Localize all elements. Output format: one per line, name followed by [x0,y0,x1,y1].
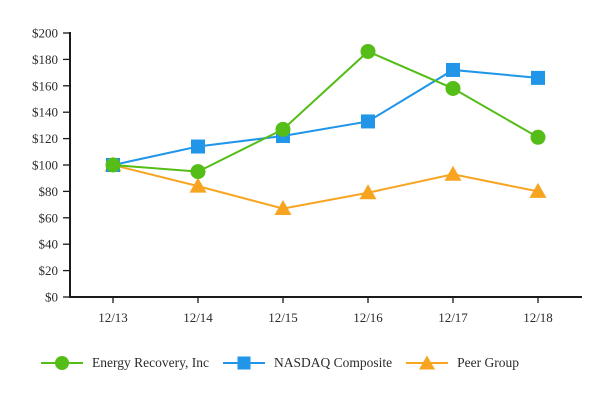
series-marker-peer-group [359,184,377,200]
series-marker-peer-group [274,200,292,216]
series-marker-nasdaq-composite [531,70,545,85]
series-marker-energy-recovery-inc [360,43,376,59]
y-axis-tick-label: $180 [32,52,58,67]
x-axis-tick-label: 12/14 [183,310,213,325]
y-axis-tick-label: $200 [32,26,58,41]
y-axis-tick-label: $80 [39,184,59,199]
series-marker-peer-group [189,177,207,193]
series-marker-energy-recovery-inc [530,129,546,145]
chart-canvas: $0 $20 $40 $60 $80 $100 $120 $140 $160 $180 $200 12… [32,26,582,325]
y-axis-tick-label: $60 [39,210,59,225]
triangle-legend-marker-icon [406,355,449,370]
legend-label: Energy Recovery, Inc [92,355,209,370]
series-line-energy-recovery-inc [112,50,539,173]
series-line-peer-group [112,164,539,210]
legend-label: NASDAQ Composite [273,355,393,370]
legend-item-peer-group: Peer Group [406,354,519,372]
series-marker-energy-recovery-inc [445,80,461,96]
series-marker-peer-group [529,182,547,198]
legend-label: Peer Group [457,355,519,370]
y-axis-tick-label: $20 [39,263,59,278]
legend-item-energy-recovery-inc: Energy Recovery, Inc [41,354,209,372]
x-axis-tick-label: 12/16 [353,310,383,325]
x-axis-tick-label: 12/15 [268,310,298,325]
chart-legend: Energy Recovery, Inc NASDAQ Composite Peer… [41,352,519,374]
series-marker-energy-recovery-inc [275,121,291,137]
y-axis-tick-label: $160 [32,78,58,93]
circle-legend-marker-icon [41,356,83,370]
y-axis-tick-label: $120 [32,131,58,146]
x-axis-tick-label: 12/18 [523,310,553,325]
y-axis-tick-label: $40 [39,237,59,252]
y-axis-tick-label: $140 [32,105,58,120]
x-axis-tick-label: 12/13 [98,310,128,325]
series-marker-nasdaq-composite [361,114,375,129]
series-marker-nasdaq-composite [446,62,460,77]
y-axis-tick-label: $100 [32,158,58,173]
series-marker-peer-group [444,165,462,181]
series-line-nasdaq-composite [112,68,539,166]
y-axis-tick-label: $0 [45,290,58,305]
square-legend-marker-icon [222,356,265,370]
legend-item-nasdaq-composite: NASDAQ Composite [222,354,393,372]
series-marker-energy-recovery-inc [190,164,206,180]
series-marker-energy-recovery-inc [105,157,121,173]
series-marker-nasdaq-composite [191,139,205,154]
x-axis-tick-label: 12/17 [438,310,468,325]
